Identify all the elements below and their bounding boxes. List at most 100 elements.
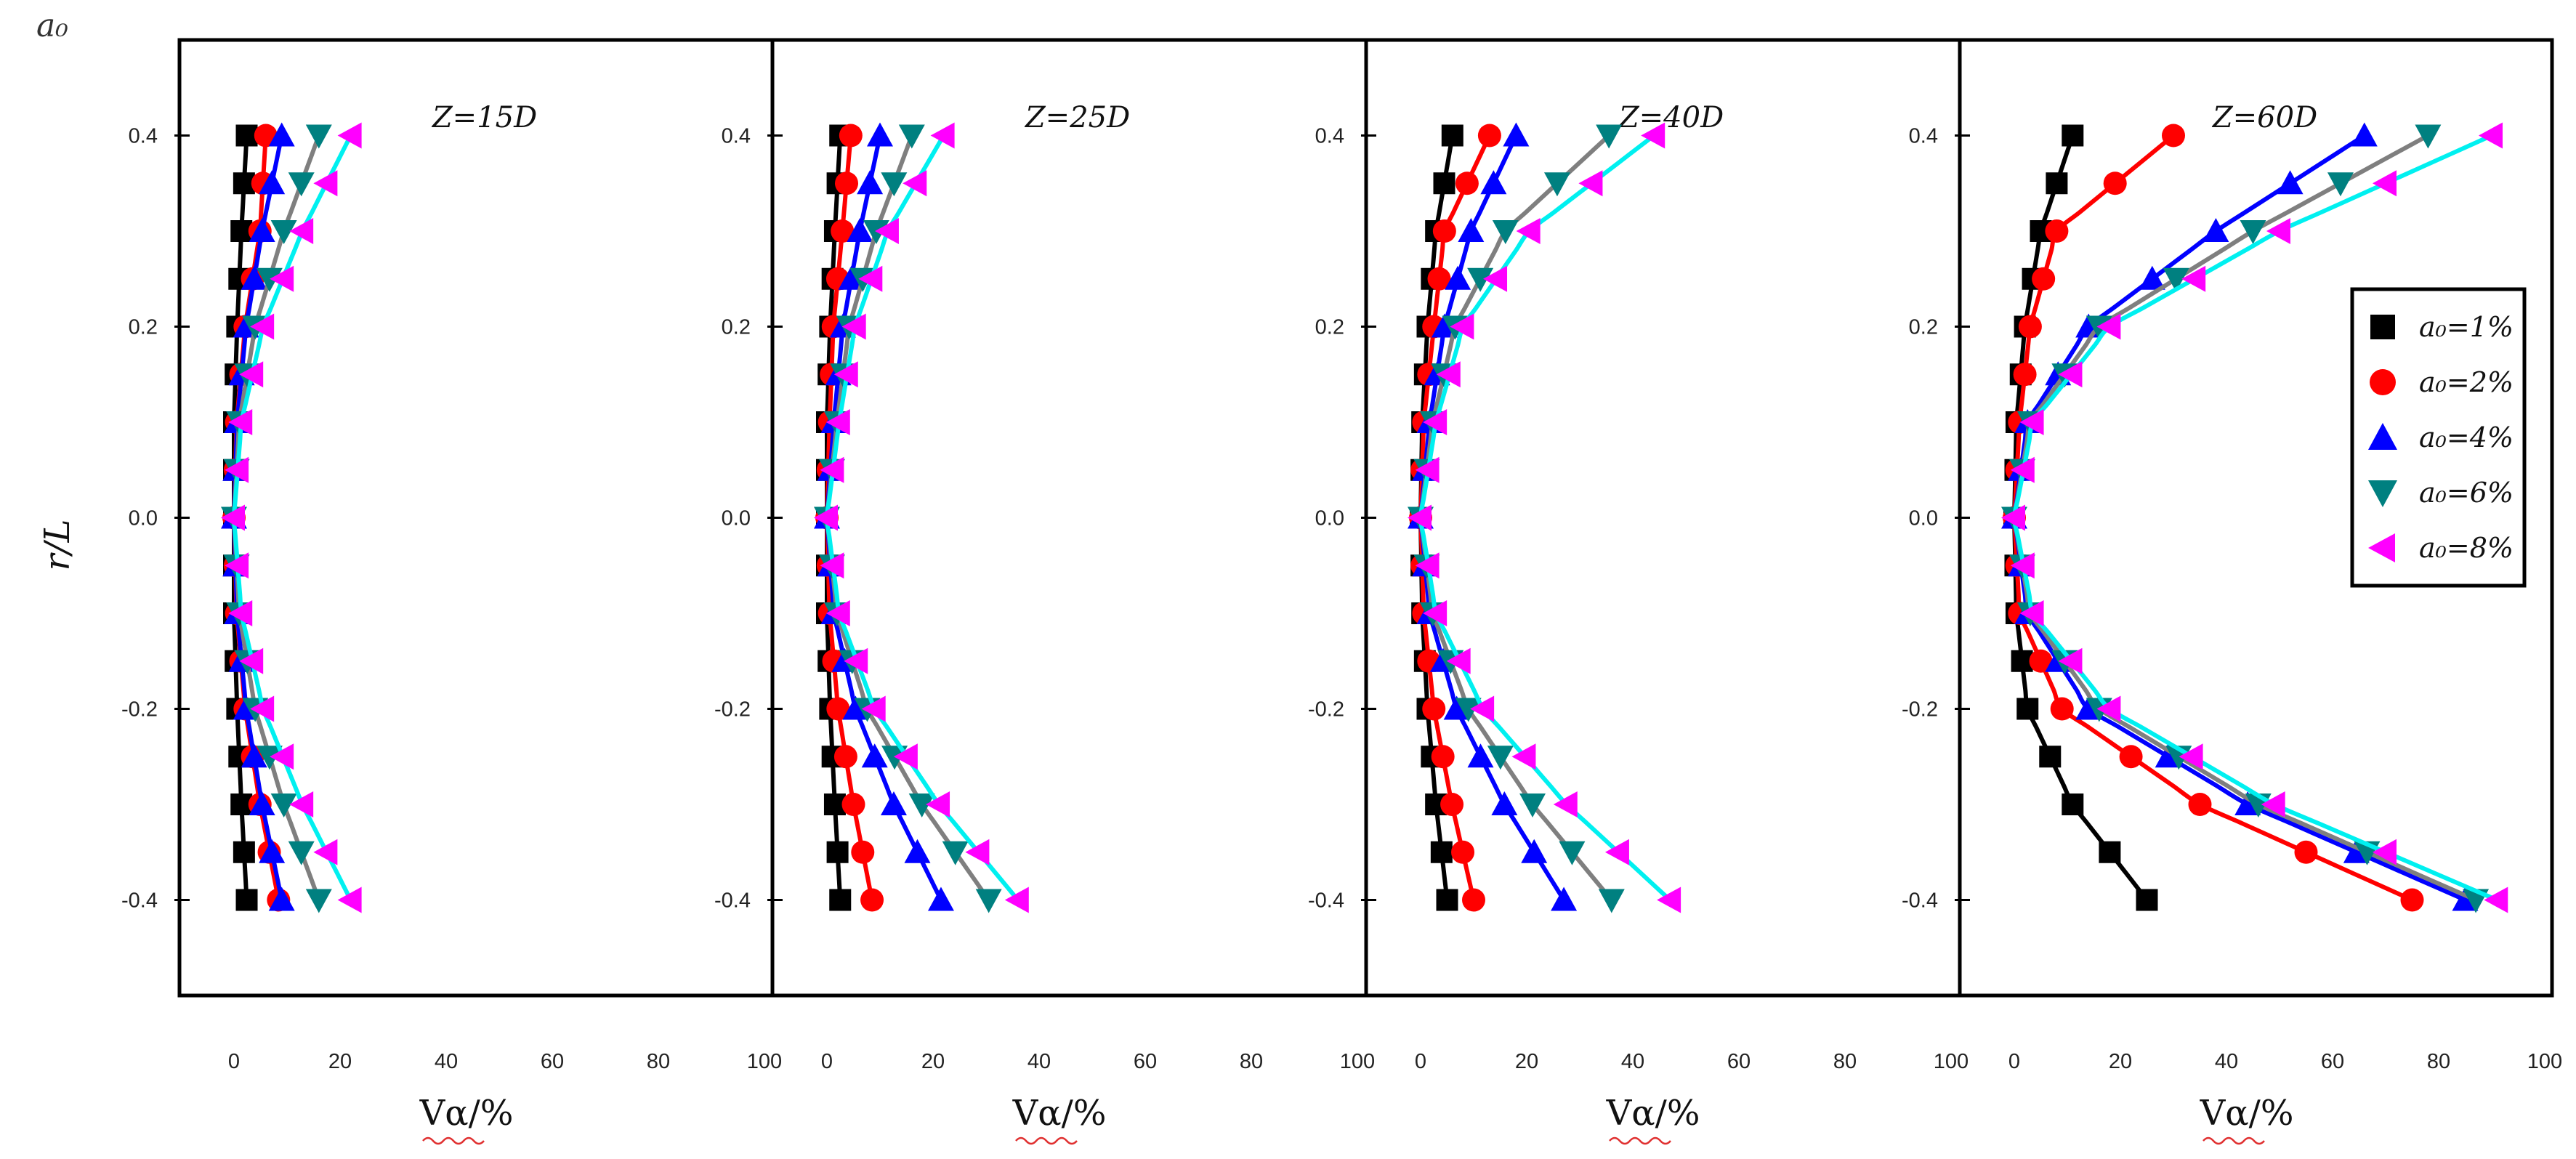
data-point — [313, 170, 338, 197]
data-point — [250, 695, 275, 722]
data-point — [2018, 315, 2042, 339]
data-point — [221, 504, 245, 531]
data-point — [2181, 265, 2206, 292]
legend-item: a₀=2% — [2370, 366, 2514, 398]
data-point — [1441, 124, 1463, 147]
legend-label: a₀=4% — [2419, 421, 2514, 453]
data-point — [305, 124, 332, 149]
data-point — [1657, 887, 1681, 913]
panel-title: Z=25D — [1024, 101, 1130, 134]
data-point — [1440, 793, 1464, 816]
data-point — [1436, 361, 1461, 388]
data-point — [2188, 793, 2212, 816]
data-point — [1462, 888, 1485, 912]
data-point — [1436, 889, 1458, 911]
data-point — [2373, 839, 2397, 865]
data-point — [851, 840, 875, 864]
data-point — [942, 841, 969, 865]
series-square — [2003, 124, 2158, 911]
data-point — [239, 361, 264, 388]
y-tick-label: 0.2 — [129, 316, 158, 339]
data-point — [2019, 409, 2044, 435]
data-point — [861, 743, 888, 768]
data-point — [235, 124, 258, 147]
data-point — [833, 361, 858, 388]
x-tick-label: 40 — [435, 1050, 458, 1073]
data-point — [1511, 743, 1536, 770]
data-point — [1521, 839, 1548, 863]
data-point — [904, 839, 931, 863]
data-point — [2096, 695, 2121, 722]
y-tick-label: -0.4 — [1308, 889, 1344, 913]
data-point — [2046, 172, 2068, 195]
data-point — [1491, 791, 1518, 815]
x-tick-label: 80 — [647, 1050, 670, 1073]
x-tick-label: 20 — [921, 1050, 945, 1073]
data-point — [289, 791, 314, 817]
x-tick-label: 0 — [2008, 1050, 2020, 1073]
data-point — [2479, 122, 2503, 149]
x-tick-label: 100 — [747, 1050, 782, 1073]
data-point — [1451, 840, 1475, 864]
data-point — [867, 122, 893, 147]
data-point — [289, 218, 314, 244]
y-tick-label: -0.2 — [1308, 698, 1344, 722]
x-tick-label: 80 — [1240, 1050, 1263, 1073]
data-point — [893, 743, 918, 770]
data-point — [2001, 504, 2025, 531]
data-point — [965, 839, 990, 865]
panel-title: Z=15D — [431, 101, 537, 134]
data-point — [2045, 219, 2069, 243]
data-point — [1431, 745, 1455, 769]
data-point — [2163, 267, 2189, 292]
data-point — [1516, 218, 1541, 244]
data-point — [1487, 746, 1514, 770]
series-line — [231, 134, 353, 901]
data-point — [249, 791, 275, 815]
data-point — [2240, 220, 2266, 244]
data-point — [2029, 649, 2053, 673]
legend: a₀=1% a₀=2% a₀=4% a₀=6% a₀=8% — [2350, 287, 2527, 588]
data-point — [1578, 170, 1603, 197]
data-point — [1483, 265, 1508, 292]
data-point — [930, 122, 955, 149]
x-tick-label: 0 — [821, 1050, 833, 1073]
legend-item: a₀=1% — [2370, 311, 2514, 343]
data-point — [841, 793, 865, 816]
data-point — [1596, 124, 1623, 149]
x-tick-label: 100 — [2527, 1050, 2562, 1073]
y-tick-label: -0.4 — [121, 889, 158, 913]
spellcheck-underline — [1015, 1136, 1078, 1145]
data-point — [1433, 172, 1455, 195]
data-point — [1450, 313, 1474, 340]
series-line — [1418, 134, 1672, 902]
y-tick-label: 0.0 — [129, 507, 158, 530]
series-triangle-left — [2001, 122, 2508, 913]
data-point — [863, 220, 889, 244]
data-point — [256, 267, 283, 292]
data-point — [839, 124, 863, 148]
data-point — [259, 839, 286, 863]
data-point — [2062, 124, 2084, 147]
data-point — [1408, 504, 1432, 531]
data-point — [2050, 697, 2074, 721]
x-tick-label: 0 — [1415, 1050, 1426, 1073]
legend-label: a₀=6% — [2419, 477, 2514, 509]
data-point — [1423, 409, 1448, 435]
x-tick-label: 40 — [1621, 1050, 1644, 1073]
data-point — [2058, 361, 2083, 388]
data-point — [2099, 841, 2121, 863]
data-point — [268, 122, 295, 147]
triangle-down-icon — [2368, 480, 2397, 507]
data-point — [1467, 743, 1494, 768]
data-point — [825, 600, 850, 626]
data-point — [2139, 265, 2165, 290]
data-point — [1519, 793, 1546, 817]
x-tick-label: 20 — [2109, 1050, 2132, 1073]
y-tick-label: 0.4 — [1315, 125, 1344, 148]
data-point — [225, 552, 249, 579]
legend-label: a₀=1% — [2419, 311, 2514, 343]
series-line — [231, 134, 321, 901]
data-point — [1432, 219, 1456, 243]
